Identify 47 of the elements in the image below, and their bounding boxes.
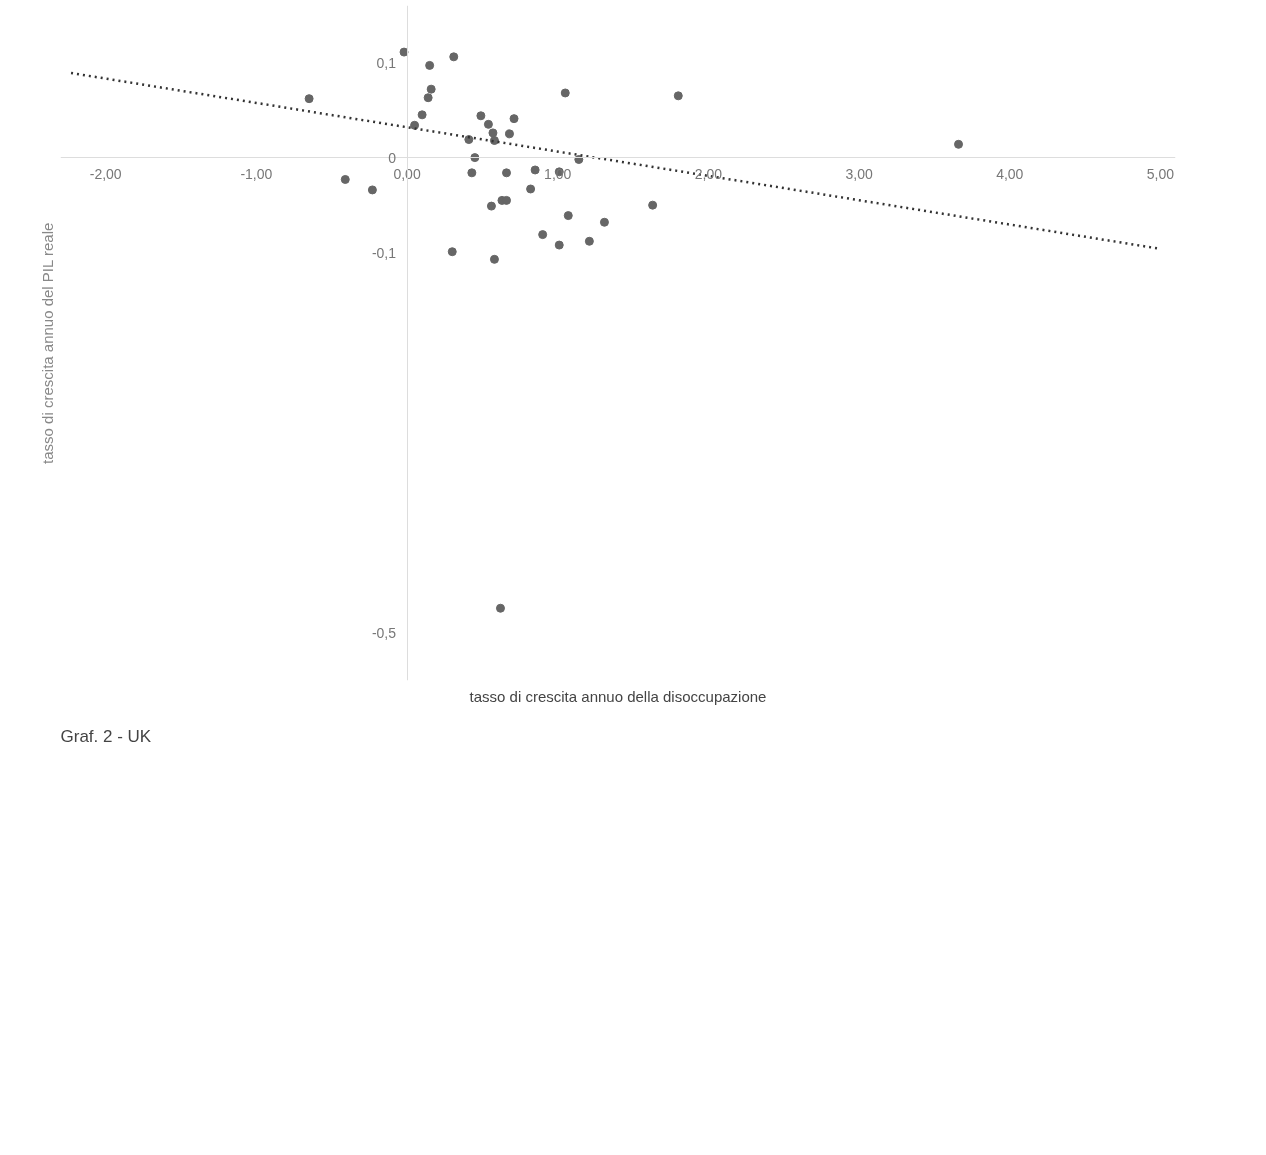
point [304,94,314,104]
y-tick-label: -0,1 [371,244,397,261]
x-axis-title: tasso di crescita annuo della disoccupazione [469,687,767,705]
point [673,91,683,101]
point [495,603,505,613]
point [476,111,486,121]
point [470,153,480,163]
x-tick-label: 4,00 [996,165,1024,182]
point [449,52,459,62]
x-tick-label: 3,00 [845,165,873,182]
point [486,201,496,211]
point [340,174,350,184]
point [367,185,377,195]
point [423,93,433,103]
point [467,168,477,178]
x-tick-label: 5,00 [1146,165,1175,182]
point [648,200,658,210]
point [563,211,573,221]
x-tick-label: 0,00 [393,165,421,182]
point [447,247,457,257]
x-tick-label: -2,00 [89,165,122,182]
point [599,217,609,227]
point [584,236,594,246]
y-tick-label: 0 [388,149,397,166]
point [538,230,548,240]
point [483,119,493,129]
point [425,60,435,70]
y-axis-title: tasso di crescita annuo del PIL reale [38,222,56,464]
y-tick-label: -0,5 [371,624,397,641]
point [489,254,499,264]
point [530,165,540,175]
point [488,128,498,138]
point [509,114,519,124]
x-tick-label: -1,00 [240,165,273,182]
text: Graf. 2 - UK [60,726,152,746]
point [554,240,564,250]
point [502,168,511,178]
y-tick-label: 0,1 [376,54,397,71]
point [417,110,427,120]
point [560,88,570,98]
point [526,184,536,194]
point [505,129,515,139]
x-tick-label: 2,00 [694,165,723,182]
point [399,47,409,57]
point [954,139,964,149]
point [410,120,420,130]
point [426,84,436,94]
